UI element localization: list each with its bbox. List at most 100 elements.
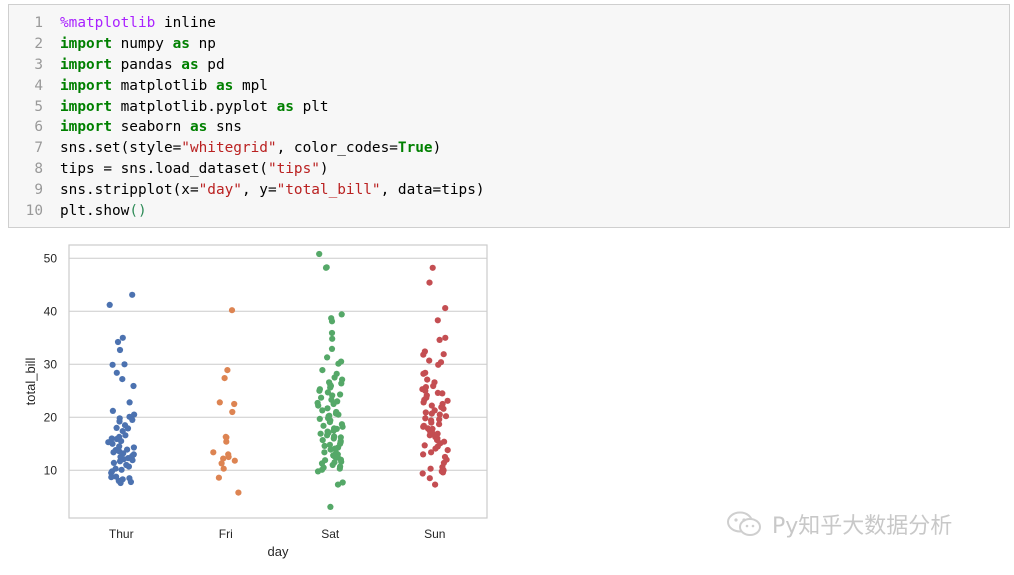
code-token: ): [432, 140, 442, 157]
watermark: Py知乎大数据分析: [726, 508, 952, 540]
data-point-thur: [108, 469, 115, 476]
data-point-thur: [113, 424, 120, 431]
code-line: 5 import matplotlib.pyplot as plt: [9, 97, 485, 118]
code-token: "tips": [267, 161, 320, 178]
code-token: np: [189, 35, 216, 52]
code-token: , data=tips): [380, 182, 485, 199]
code-token: numpy: [111, 35, 173, 52]
data-point-sat: [327, 446, 334, 453]
data-point-sat: [326, 441, 333, 448]
code-token: "day": [198, 182, 242, 199]
code-token: seaborn: [111, 119, 190, 136]
code-line: 2 import numpy as np: [9, 34, 485, 55]
data-point-sat: [330, 400, 337, 408]
data-point-sun: [426, 279, 433, 286]
code-token: pandas: [111, 56, 182, 73]
data-point-sat: [324, 432, 331, 439]
data-point-sun: [424, 376, 431, 383]
data-point-sat: [334, 481, 342, 488]
data-point-sun: [429, 264, 436, 271]
code-token: sns: [207, 119, 242, 136]
data-point-fri: [216, 399, 223, 406]
data-point-sun: [420, 451, 427, 458]
data-point-thur: [126, 399, 133, 406]
data-point-sat: [316, 250, 323, 258]
data-point-sun: [428, 410, 435, 417]
data-point-sat: [321, 442, 328, 449]
code-line: 6 import seaborn as sns: [9, 117, 485, 138]
data-point-sat: [317, 430, 324, 437]
code-token: , color_codes=: [276, 140, 398, 157]
x-axis-label: day: [268, 544, 289, 559]
code-editor[interactable]: 1 %matplotlib inline 2 import numpy as np 3 i…: [9, 13, 485, 222]
data-point-thur: [130, 444, 137, 451]
data-point-sun: [420, 370, 427, 377]
y-tick-label: 20: [44, 410, 58, 424]
code-token: matplotlib.pyplot: [111, 98, 277, 115]
data-point-fri: [224, 367, 231, 374]
data-point-thur: [118, 438, 125, 445]
code-token: plt.show: [60, 203, 130, 220]
strip-plot: 10 20 30 40 50 Thur Fri Sat Sun day total_bill: [23, 244, 488, 559]
data-point-sun: [422, 387, 429, 394]
data-point-sun: [440, 351, 447, 358]
code-line: 3 import pandas as pd: [9, 55, 485, 76]
data-point-fri: [231, 400, 238, 408]
data-point-thur: [125, 463, 132, 470]
data-point-sat: [315, 402, 322, 409]
data-point-sun: [420, 399, 427, 406]
data-point-thur: [113, 369, 120, 376]
data-point-sun: [420, 351, 427, 358]
code-token: as: [181, 56, 199, 73]
data-point-sun: [435, 361, 442, 368]
data-point-sat: [328, 329, 336, 337]
data-point-thur: [117, 479, 124, 487]
data-point-fri: [218, 460, 225, 467]
data-point-sun: [427, 465, 434, 472]
line-number: 1: [34, 15, 43, 31]
data-point-thur: [106, 301, 113, 308]
data-point-sun: [421, 442, 428, 449]
code-cell[interactable]: 1 %matplotlib inline 2 import numpy as np 3 i…: [8, 4, 1010, 228]
data-point-thur: [127, 478, 134, 486]
data-point-sat: [314, 468, 322, 475]
data-point-sat: [328, 318, 336, 325]
x-tick-label: Sun: [424, 527, 445, 541]
code-token: tips = sns.load_dataset(: [60, 161, 268, 178]
data-point-thur: [129, 457, 136, 464]
data-point-sat: [338, 311, 345, 318]
y-tick-label: 50: [44, 251, 58, 265]
data-point-sat: [330, 435, 337, 442]
data-point-fri: [223, 438, 230, 445]
data-point-fri: [215, 474, 222, 481]
data-point-sun: [428, 419, 435, 426]
code-token: %matplotlib: [60, 15, 156, 31]
code-token: as: [189, 119, 208, 136]
data-point-sun: [434, 317, 441, 324]
data-point-thur: [109, 407, 116, 414]
code-line: 9 sns.stripplot(x= "day", y= "total_bill", …: [9, 180, 485, 201]
x-tick-label: Fri: [219, 527, 233, 541]
x-tick-label: Sat: [321, 527, 340, 541]
data-point-sat: [324, 405, 331, 412]
data-point-sat: [324, 354, 331, 361]
data-point-sat: [318, 394, 325, 401]
data-point-thur: [119, 376, 126, 383]
data-point-thur: [116, 346, 124, 354]
data-point-sat: [319, 407, 326, 414]
data-point-thur: [129, 416, 136, 423]
code-line: 8 tips = sns.load_dataset("tips"): [9, 159, 485, 180]
code-token: mpl: [233, 77, 268, 94]
line-number: 9: [34, 182, 43, 199]
data-point-sat: [339, 479, 346, 486]
code-token: sns.stripplot(x=: [60, 182, 199, 199]
data-point-thur: [116, 418, 123, 425]
code-token: as: [172, 35, 190, 52]
line-number: 6: [34, 119, 43, 136]
code-token: import: [60, 56, 112, 73]
data-point-fri: [220, 455, 227, 462]
watermark-text: Py知乎大数据分析: [772, 514, 953, 539]
code-line: 10 plt.show(): [9, 201, 485, 222]
data-point-sun: [419, 470, 426, 477]
data-point-thur: [131, 411, 138, 418]
